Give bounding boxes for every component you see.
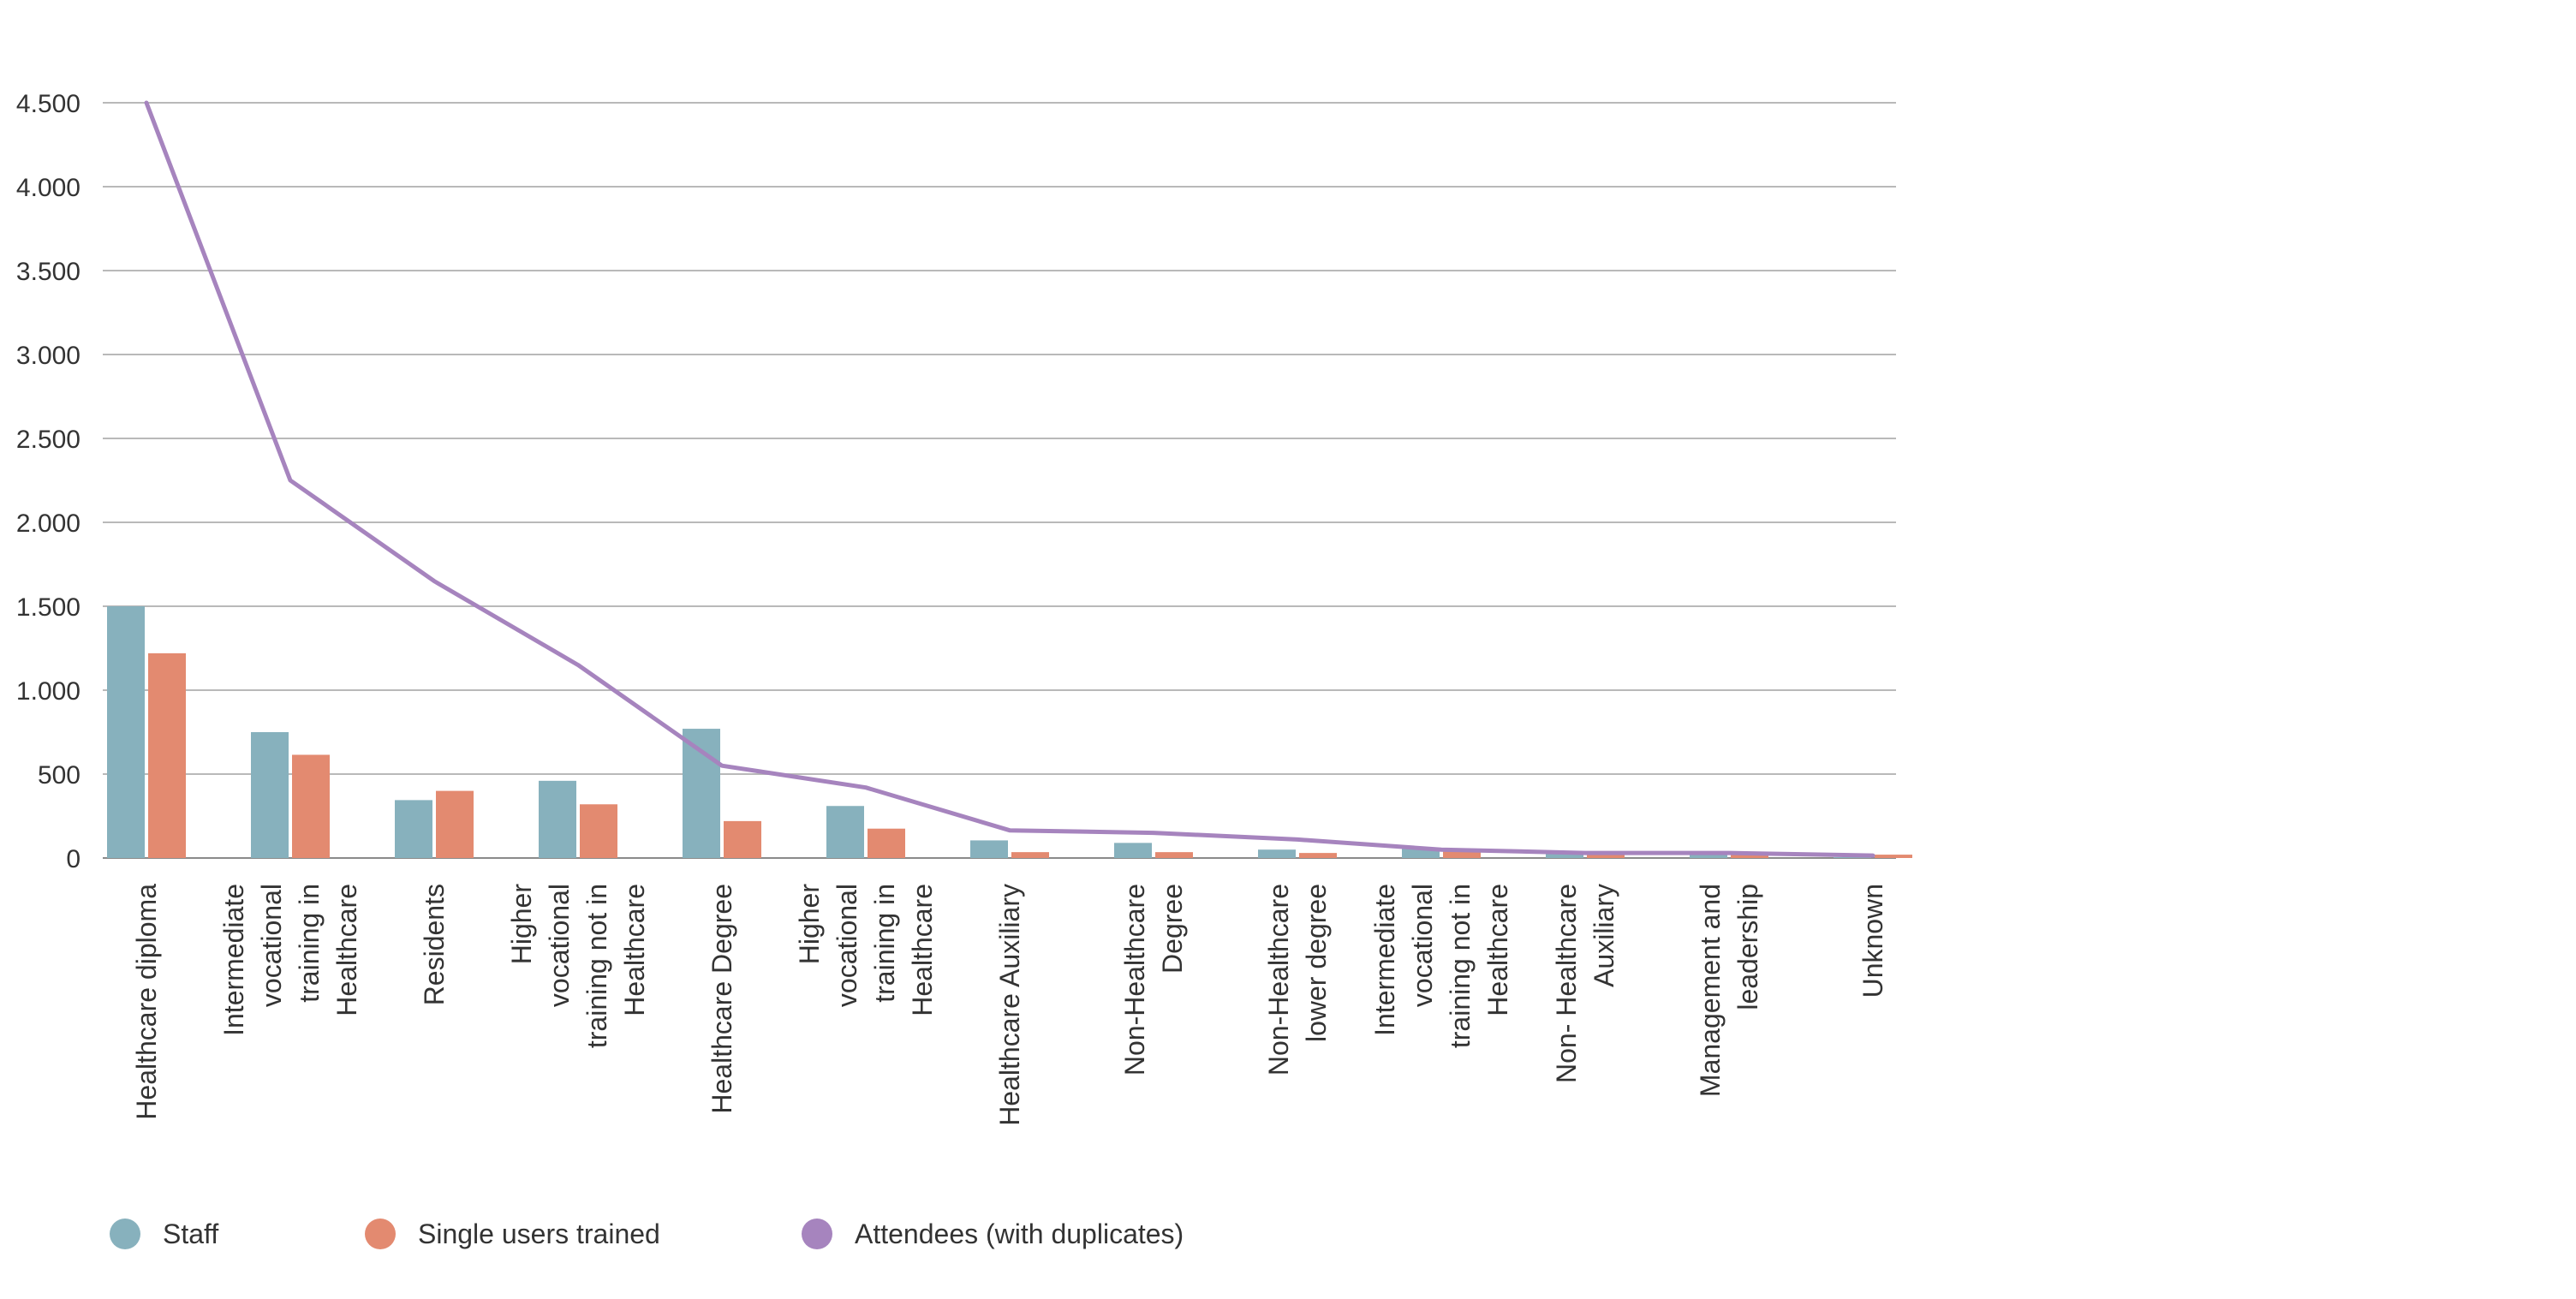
- x-category-label-line: Non-Healthcare: [1119, 884, 1150, 1076]
- x-category-label-line: Healthcare: [907, 884, 938, 1016]
- x-category-label-line: Higher: [506, 884, 537, 965]
- bar-single-users-trained-10: [1587, 855, 1625, 858]
- y-tick-label: 1.000: [16, 677, 80, 706]
- y-tick-label: 2.000: [16, 509, 80, 538]
- bar-staff-12: [1834, 857, 1871, 859]
- x-category-label-line: Management and: [1695, 884, 1726, 1097]
- bar-single-users-trained-4: [724, 820, 761, 858]
- x-category-label: Management and leadership: [1695, 884, 1763, 1097]
- y-tick-label: 3.500: [16, 258, 80, 286]
- x-category-label-line: vocational: [1407, 884, 1438, 1007]
- legend-label: Attendees (with duplicates): [855, 1219, 1184, 1249]
- bar-single-users-trained-0: [148, 652, 186, 858]
- x-category-label-line: Unknown: [1857, 884, 1888, 998]
- y-axis-tick-labels: 0 500 1.000 1.500 2.000 2.500 3.000 3.500 4.000 4…: [16, 90, 80, 873]
- x-category-label: Higher vocational training not in Healthcar…: [506, 884, 650, 1048]
- x-category-label: Higher vocational training in Healthcare: [794, 884, 938, 1016]
- bar-single-users-trained-9: [1443, 851, 1481, 858]
- x-category-label-line: vocational: [256, 884, 287, 1007]
- y-tick-label: 4.000: [16, 174, 80, 202]
- y-tick-label: 500: [38, 761, 80, 790]
- x-category-label-line: Healthcare: [619, 884, 650, 1016]
- legend-swatch: [365, 1219, 396, 1249]
- x-category-label-line: Healthcare Degree: [707, 884, 737, 1114]
- grid-lines: [103, 102, 1896, 859]
- x-category-label-line: Intermediate: [1369, 884, 1400, 1036]
- x-category-label-line: Auxiliary: [1589, 884, 1619, 987]
- x-category-label-line: training in: [294, 884, 325, 1003]
- bar-staff-10: [1546, 853, 1583, 858]
- legend-label: Single users trained: [418, 1219, 660, 1249]
- y-tick-label: 2.500: [16, 426, 80, 454]
- x-category-label: Non-Healthcare lower degree: [1263, 884, 1332, 1076]
- bar-single-users-trained-8: [1299, 853, 1337, 858]
- bar-staff-7: [1114, 843, 1152, 858]
- x-category-label-line: vocational: [544, 884, 575, 1007]
- x-category-label: Non- Healthcare Auxiliary: [1551, 884, 1619, 1083]
- y-tick-label: 4.500: [16, 90, 80, 118]
- x-category-label-line: Healthcare: [1482, 884, 1513, 1016]
- x-category-label: Non-Healthcare Degree: [1119, 884, 1188, 1076]
- bar-staff-5: [826, 806, 864, 858]
- bar-staff-9: [1402, 848, 1440, 858]
- legend-item-attendees-with-duplicates-: Attendees (with duplicates): [802, 1219, 1184, 1249]
- bar-single-users-trained-12: [1875, 855, 1912, 858]
- legend-swatch: [802, 1219, 832, 1249]
- x-category-label: Residents: [419, 884, 450, 1005]
- x-category-label-line: Healthcare: [331, 884, 362, 1016]
- attendees-line: [144, 100, 1875, 858]
- attendees-line-layer: [144, 100, 1875, 858]
- x-category-label-line: leadership: [1732, 884, 1763, 1010]
- x-category-label-line: Higher: [794, 884, 825, 965]
- x-category-label-line: lower degree: [1301, 884, 1332, 1042]
- bar-staff-11: [1690, 854, 1727, 858]
- bar-single-users-trained-6: [1011, 852, 1049, 858]
- y-tick-label: 3.000: [16, 342, 80, 370]
- bar-staff-2: [395, 800, 432, 858]
- x-category-label-line: Residents: [419, 884, 450, 1005]
- x-category-label-line: Degree: [1157, 884, 1188, 974]
- bar-staff-1: [251, 732, 289, 858]
- bar-staff-0: [107, 606, 145, 858]
- x-category-label: Intermediate vocational training not in Hea…: [1369, 884, 1513, 1048]
- x-category-label: Intermediate vocational training in Healthc…: [218, 884, 362, 1036]
- bar-single-users-trained-3: [580, 804, 617, 858]
- x-category-label: Unknown: [1857, 884, 1888, 998]
- y-tick-label: 0: [66, 845, 80, 873]
- bar-staff-4: [683, 729, 720, 858]
- bar-single-users-trained-7: [1155, 852, 1193, 858]
- legend-item-single-users-trained: Single users trained: [365, 1219, 660, 1249]
- x-category-label-line: Non-Healthcare: [1263, 884, 1294, 1076]
- legend-item-staff: Staff: [110, 1219, 218, 1249]
- legend-swatch: [110, 1219, 140, 1249]
- x-axis-category-labels: Healthcare diploma Intermediate vocational…: [131, 884, 1888, 1126]
- x-category-label-line: vocational: [832, 884, 862, 1007]
- bar-single-users-trained-1: [292, 754, 330, 858]
- y-tick-label: 1.500: [16, 593, 80, 622]
- legend: Staff Single users trained Attendees (with…: [110, 1219, 1184, 1249]
- x-category-label: Healthcare Auxiliary: [994, 884, 1025, 1126]
- bar-single-users-trained-5: [868, 828, 905, 858]
- x-category-label-line: training in: [869, 884, 900, 1003]
- bar-single-users-trained-2: [436, 790, 474, 858]
- bar-staff-3: [539, 780, 576, 858]
- bar-staff-6: [970, 840, 1008, 858]
- bar-single-users-trained-11: [1731, 854, 1768, 858]
- x-category-label-line: training not in: [1445, 884, 1476, 1048]
- x-category-label-line: Healthcare Auxiliary: [994, 884, 1025, 1126]
- x-category-label: Healthcare Degree: [707, 884, 737, 1114]
- x-category-label-line: training not in: [581, 884, 612, 1048]
- x-category-label-line: Intermediate: [218, 884, 249, 1036]
- legend-label: Staff: [163, 1219, 218, 1249]
- x-category-label-line: Healthcare diploma: [131, 884, 162, 1120]
- bars: [107, 606, 1912, 859]
- x-category-label: Healthcare diploma: [131, 884, 162, 1120]
- x-category-label-line: Non- Healthcare: [1551, 884, 1582, 1083]
- bar-staff-8: [1258, 849, 1296, 858]
